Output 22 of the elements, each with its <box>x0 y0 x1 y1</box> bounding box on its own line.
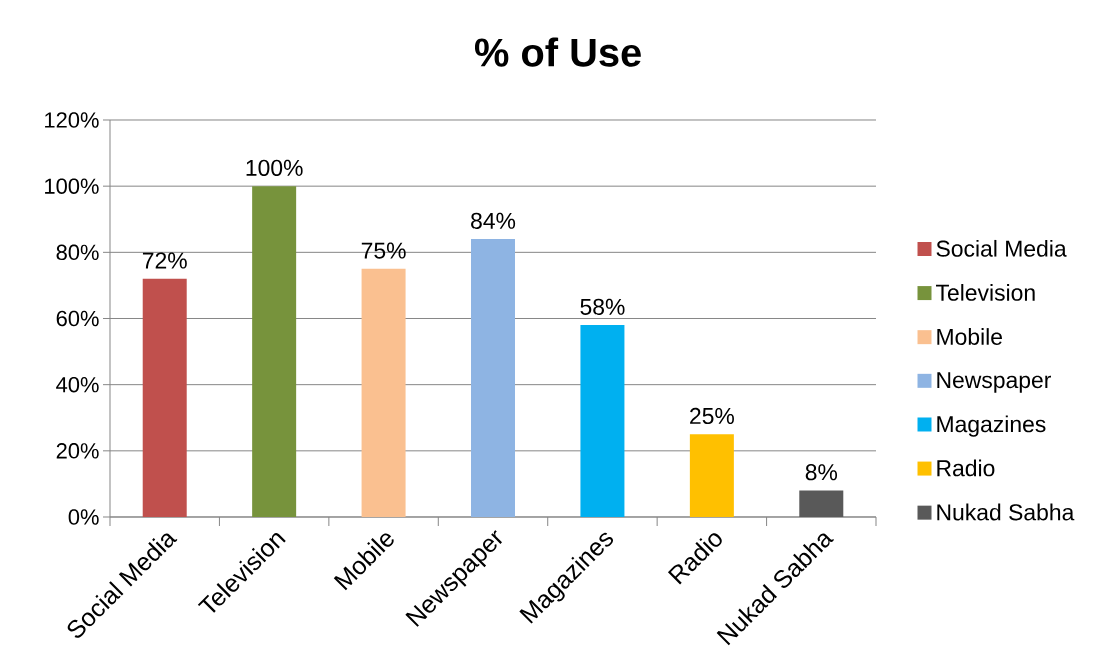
legend-label: Magazines <box>937 415 1046 437</box>
data-label: 25% <box>690 407 734 425</box>
data-label: 84% <box>471 212 516 229</box>
legend-label: Social Media <box>936 239 1067 257</box>
y-tick-label: 100% <box>45 178 99 194</box>
y-tick-label: 0% <box>68 509 99 525</box>
legend-label: Mobile <box>937 328 1002 345</box>
legend-label: Television <box>936 284 1035 301</box>
data-label: 58% <box>580 298 625 315</box>
data-label: 100% <box>246 159 303 176</box>
legend-label: Newspaper <box>937 372 1051 393</box>
y-tick-label: 80% <box>56 244 99 261</box>
y-tick-label: 120% <box>45 112 99 128</box>
y-tick-label: 60% <box>56 310 99 327</box>
chart-title: % of Use <box>474 37 641 67</box>
data-label: 8% <box>805 464 838 481</box>
y-tick-label: 20% <box>56 443 99 459</box>
legend-label: Radio <box>937 459 995 477</box>
legend-label: Nukad Sabha <box>937 503 1075 521</box>
y-tick-label: 40% <box>56 376 99 393</box>
data-label: 72% <box>142 252 187 269</box>
data-label: 75% <box>361 242 406 259</box>
